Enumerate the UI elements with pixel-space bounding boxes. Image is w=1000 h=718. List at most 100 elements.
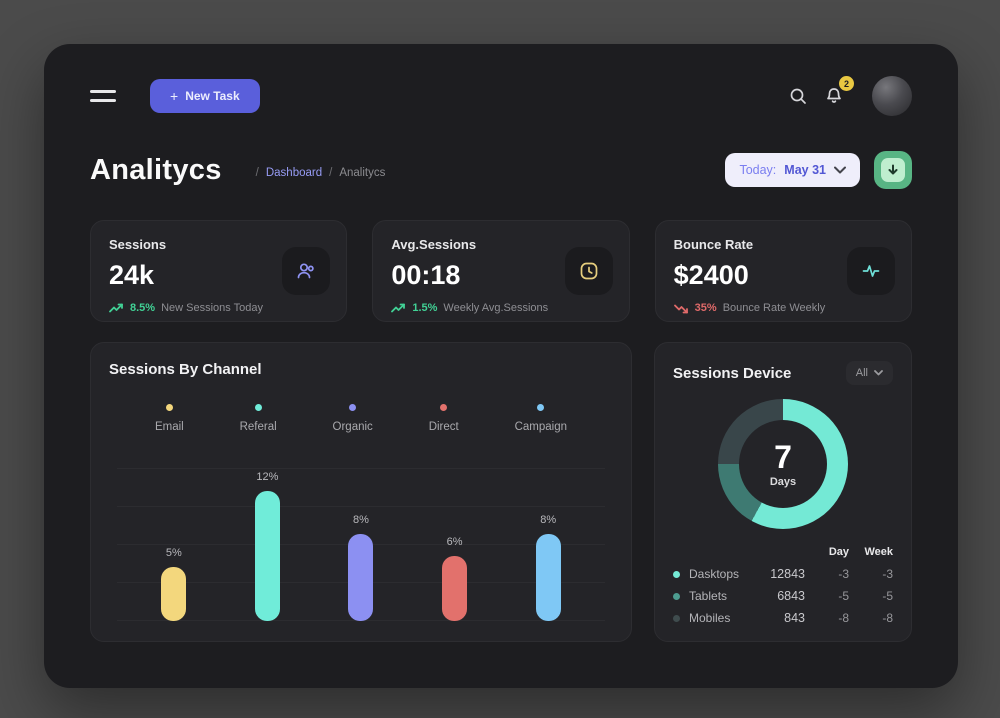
legend-item-referal: Referal — [240, 404, 277, 433]
avatar[interactable] — [872, 76, 912, 116]
breadcrumb-separator: / — [329, 167, 333, 179]
device-week: -3 — [882, 567, 893, 581]
gridline — [117, 468, 605, 469]
device-filter-dropdown[interactable]: All — [845, 361, 893, 385]
notification-badge: 2 — [839, 76, 854, 91]
stat-trend-text: Bounce Rate Weekly — [722, 302, 826, 314]
notifications-button[interactable]: 2 — [816, 76, 854, 114]
panel-title: Sessions By Channel — [109, 361, 262, 378]
trend-down-icon — [673, 304, 688, 313]
sessions-by-channel-panel: Sessions By Channel Email Referal Organi… — [90, 342, 632, 642]
date-filter-value: May 31 — [784, 163, 826, 177]
device-value: 843 — [784, 611, 805, 625]
legend-label: Email — [154, 421, 184, 433]
legend-item-organic: Organic — [333, 404, 373, 433]
device-dot — [673, 592, 680, 600]
download-icon — [881, 158, 905, 182]
donut-chart: 7 Days — [718, 399, 848, 529]
table-header-day: Day — [828, 546, 849, 558]
table-row-tablets: Tablets 6843 -5 -5 — [673, 585, 893, 607]
new-task-label: New Task — [185, 89, 240, 103]
stat-trend: 8.5% New Sessions Today — [109, 302, 328, 314]
bar-column-direct: 6% — [425, 536, 485, 621]
trend-up-icon — [109, 303, 123, 312]
legend-dot — [537, 404, 545, 411]
bar-value-label: 8% — [540, 514, 557, 526]
stat-trend-text: Weekly Avg.Sessions — [443, 302, 549, 314]
device-name: Mobiles — [689, 611, 731, 625]
users-icon — [297, 263, 315, 279]
date-filter-prefix: Today: — [739, 163, 777, 177]
bar-column-referal: 12% — [237, 471, 297, 621]
stat-icon-tile — [847, 247, 895, 295]
stat-trend-text: New Sessions Today — [161, 302, 263, 314]
bar — [254, 491, 280, 621]
new-task-button[interactable]: + New Task — [150, 79, 260, 113]
donut-center-label: Days — [769, 475, 797, 488]
stat-trend-pct: 1.5% — [412, 302, 438, 314]
table-row-desktops: Dasktops 12843 -3 -3 — [673, 563, 893, 585]
device-day: -5 — [838, 589, 849, 603]
topbar: + New Task 2 — [90, 44, 912, 116]
legend-item-direct: Direct — [429, 404, 459, 433]
device-day: -3 — [838, 567, 849, 581]
gridline — [117, 506, 605, 507]
device-filter-value: All — [855, 367, 868, 379]
stat-label: Bounce Rate — [673, 237, 754, 252]
legend-dot — [440, 404, 448, 411]
stat-label: Avg.Sessions — [391, 237, 477, 252]
table-header-week: Week — [864, 546, 893, 558]
bar-column-email: 5% — [144, 547, 204, 621]
activity-icon — [862, 265, 880, 277]
bar — [535, 534, 561, 621]
stat-trend: 1.5% Weekly Avg.Sessions — [391, 302, 610, 314]
menu-button[interactable] — [90, 81, 120, 111]
device-value: 12843 — [770, 567, 805, 581]
device-dot — [673, 570, 680, 578]
legend-label: Referal — [239, 421, 277, 433]
main-panels: Sessions By Channel Email Referal Organi… — [90, 342, 912, 642]
hamburger-icon — [90, 99, 116, 102]
legend-item-campaign: Campaign — [515, 404, 567, 433]
donut-center: 7 Days — [739, 420, 827, 508]
device-day: -8 — [838, 611, 849, 625]
plus-icon: + — [170, 88, 179, 104]
stat-value: $2400 — [673, 260, 749, 290]
panel-title: Sessions Device — [673, 364, 792, 382]
device-dot — [673, 614, 680, 622]
bar-value-label: 8% — [353, 514, 369, 526]
bell-icon — [827, 88, 841, 103]
bar-value-label: 6% — [446, 536, 463, 548]
date-filter-button[interactable]: Today: May 31 — [725, 153, 860, 187]
stat-value: 00:18 — [391, 260, 461, 290]
legend-label: Campaign — [514, 421, 568, 433]
donut-center-value: 7 — [774, 438, 792, 475]
page-header: Analitycs / Dashboard / Analitycs Today:… — [90, 150, 912, 190]
stat-card-bounce-rate: Bounce Rate $2400 35% Bounce Rate Weekly — [654, 220, 912, 322]
legend-dot — [254, 404, 262, 411]
table-row-mobiles: Mobiles 843 -8 -8 — [673, 607, 893, 629]
device-value: 6843 — [777, 589, 805, 603]
breadcrumb-link-dashboard[interactable]: Dashboard — [265, 167, 323, 179]
bar — [161, 567, 187, 621]
stat-card-sessions: Sessions 24k 8.5% New Sessions Today — [90, 220, 348, 322]
clock-icon — [580, 262, 598, 280]
stat-label: Sessions — [109, 237, 167, 252]
stat-trend-pct: 35% — [694, 302, 717, 314]
chevron-down-icon — [874, 370, 883, 376]
stat-value: 24k — [109, 260, 155, 290]
app-window: + New Task 2 Analitycs / Dashboard / Ana… — [44, 44, 958, 688]
bar — [348, 534, 374, 621]
search-button[interactable] — [780, 78, 816, 114]
legend-label: Direct — [428, 421, 459, 433]
stat-icon-tile — [282, 247, 331, 295]
chevron-down-icon — [834, 166, 846, 174]
search-icon — [790, 88, 806, 104]
stat-icon-tile — [564, 247, 613, 295]
download-button[interactable] — [874, 151, 912, 189]
bar — [442, 556, 468, 621]
stat-trend: 35% Bounce Rate Weekly — [673, 302, 893, 314]
chart-legend: Email Referal Organic Direct Campaign — [109, 404, 613, 433]
stat-card-avg-sessions: Avg.Sessions 00:18 1.5% Weekly Avg.Sessi… — [372, 220, 630, 322]
device-table: Day Week Dasktops 12843 -3 -3 Tablets 68… — [673, 541, 893, 629]
